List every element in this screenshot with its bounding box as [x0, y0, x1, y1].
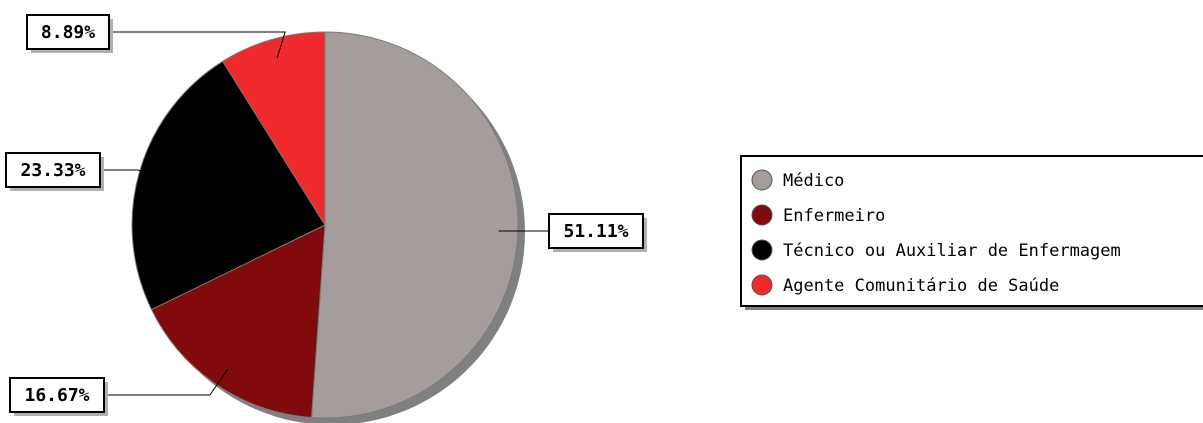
- legend-swatch-1: [751, 204, 773, 226]
- pie-slice-2: [131, 60, 326, 311]
- leader-line-2: [100, 169, 159, 178]
- data-label-3: 8.89%: [26, 14, 113, 53]
- legend-item: Agente Comunitário de Saúde: [751, 274, 1059, 296]
- legend-box: [740, 155, 1203, 307]
- data-label-text: 51.11%: [563, 221, 628, 242]
- label-leaders: [100, 31, 550, 396]
- legend-label-0: Médico: [783, 171, 844, 191]
- leader-line-1: [104, 368, 229, 396]
- data-label-text: 16.67%: [24, 385, 89, 406]
- data-label-2: 23.33%: [5, 152, 104, 191]
- data-label-box: [26, 14, 110, 50]
- data-label-0: 51.11%: [548, 213, 647, 252]
- data-label-box: [9, 377, 105, 413]
- data-label-text: 8.89%: [41, 22, 95, 43]
- legend-swatch-0: [751, 169, 773, 191]
- data-label-box: [5, 152, 101, 188]
- legend-item: Enfermeiro: [751, 204, 885, 226]
- pie-slices: [131, 31, 519, 419]
- legend-swatch-2: [751, 239, 773, 261]
- legend-item: Técnico ou Auxiliar de Enfermagem: [751, 239, 1121, 261]
- legend-item: Médico: [751, 169, 844, 191]
- pie-slice-0: [311, 31, 519, 419]
- legend-label-1: Enfermeiro: [783, 206, 885, 226]
- legend-swatch-3: [751, 274, 773, 296]
- slice-labels: 51.11% 16.67% 23.33% 8.89%: [5, 14, 647, 416]
- data-label-text: 23.33%: [20, 160, 85, 181]
- legend-label-2: Técnico ou Auxiliar de Enfermagem: [783, 241, 1121, 261]
- data-label-box: [548, 213, 644, 249]
- pie-slice-3: [222, 31, 326, 227]
- leader-line-3: [109, 31, 286, 59]
- legend: Médico Enfermeiro Técnico ou Auxiliar de E…: [740, 155, 1203, 310]
- legend-label-3: Agente Comunitário de Saúde: [783, 276, 1059, 296]
- data-label-1: 16.67%: [9, 377, 108, 416]
